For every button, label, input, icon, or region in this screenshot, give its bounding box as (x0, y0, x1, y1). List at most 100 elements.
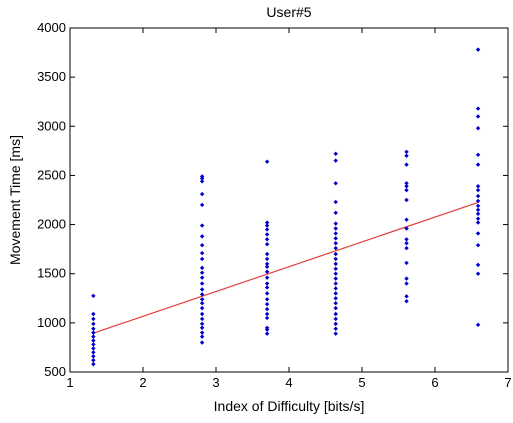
data-point (404, 237, 409, 242)
data-point (333, 276, 338, 281)
data-point (91, 342, 96, 347)
data-point (264, 159, 270, 164)
data-point (264, 301, 270, 307)
data-point (199, 334, 205, 339)
data-point (475, 231, 481, 236)
data-point (199, 340, 205, 345)
data-point (333, 321, 338, 327)
data-point (91, 346, 96, 351)
data-point (475, 114, 481, 119)
data-point (264, 237, 270, 242)
y-axis-label: Movement Time [ms] (7, 135, 23, 265)
data-point (475, 193, 481, 199)
data-point (333, 291, 338, 296)
data-point (475, 203, 481, 209)
data-point (333, 281, 338, 286)
regression-line-layer (93, 201, 479, 334)
data-point (199, 287, 205, 292)
data-point (333, 256, 338, 262)
data-point (404, 162, 409, 167)
data-point (333, 245, 338, 251)
x-tick-label: 7 (504, 375, 511, 390)
data-point (264, 264, 270, 270)
x-tick-label: 5 (358, 375, 365, 390)
data-point (91, 358, 96, 363)
data-point (475, 243, 481, 248)
data-point (199, 292, 205, 297)
data-point (404, 241, 409, 246)
data-point (264, 242, 270, 247)
data-point (199, 179, 205, 184)
data-point (91, 350, 96, 355)
data-point (199, 223, 205, 228)
data-point (199, 297, 205, 302)
data-point (264, 251, 270, 257)
y-tick-label: 500 (44, 364, 66, 379)
data-point (475, 262, 481, 268)
data-point (199, 202, 205, 208)
data-point (199, 321, 205, 327)
data-point (264, 291, 270, 296)
data-point (264, 306, 270, 312)
data-point (91, 326, 96, 331)
data-point (333, 266, 338, 271)
axis-ticks: 1 2 3 4 5 6 7 500 1000 1500 2000 2500 3000 3500 4000 (37, 20, 512, 390)
chart-title: User#5 (266, 4, 311, 20)
data-point (333, 151, 338, 157)
data-point (475, 162, 481, 167)
data-point (333, 236, 338, 241)
data-point (475, 271, 481, 276)
data-point (404, 153, 409, 158)
data-point (199, 176, 205, 181)
data-point (264, 285, 270, 290)
data-point (475, 184, 481, 189)
data-point (475, 220, 481, 225)
data-point (199, 256, 205, 262)
data-point (264, 227, 270, 232)
data-point (333, 286, 338, 291)
data-point (333, 301, 338, 306)
data-point (91, 330, 96, 335)
data-point (333, 331, 338, 336)
data-point (199, 330, 205, 335)
data-point (199, 191, 205, 197)
x-tick-label: 3 (212, 375, 219, 390)
data-point (475, 198, 481, 204)
data-point (199, 265, 205, 271)
data-point (199, 325, 205, 330)
x-tick-label: 2 (139, 375, 146, 390)
regression-line (93, 201, 479, 334)
data-point (333, 316, 338, 322)
data-point (475, 322, 481, 328)
data-point (333, 305, 338, 311)
data-point (333, 251, 338, 257)
data-point (333, 241, 338, 246)
x-tick-label: 6 (431, 375, 438, 390)
y-tick-label: 3000 (37, 118, 66, 133)
data-point (264, 223, 270, 228)
data-point (199, 243, 205, 248)
y-tick-label: 3500 (37, 69, 66, 84)
data-point (475, 216, 481, 221)
data-point (264, 331, 270, 336)
data-point (404, 281, 409, 286)
data-point (199, 250, 205, 256)
data-point (91, 316, 96, 322)
data-point (199, 311, 205, 317)
data-point (404, 294, 409, 299)
data-point (199, 316, 205, 322)
data-point (91, 293, 96, 299)
data-point (404, 299, 409, 304)
data-point (404, 226, 409, 231)
x-tick-label: 4 (285, 375, 292, 390)
data-point (91, 334, 96, 339)
data-point (199, 301, 205, 306)
data-point (264, 327, 270, 332)
data-point (404, 197, 409, 203)
data-point (91, 311, 96, 317)
data-point (333, 181, 338, 186)
data-point (333, 226, 338, 231)
x-axis-label: Index of Difficulty [bits/s] (214, 398, 365, 414)
data-point (333, 158, 338, 163)
